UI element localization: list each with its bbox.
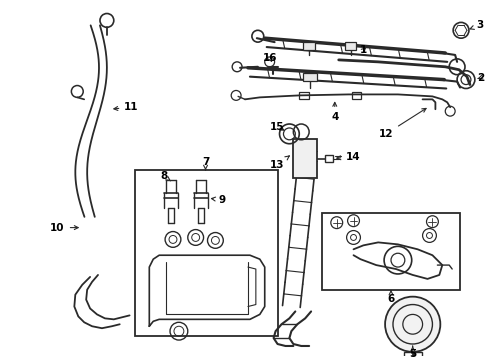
Bar xyxy=(135,170,277,336)
Text: 3: 3 xyxy=(470,21,484,30)
Bar xyxy=(294,139,317,178)
Circle shape xyxy=(385,297,441,352)
Bar xyxy=(325,154,333,162)
Text: 13: 13 xyxy=(270,156,289,170)
Text: 1: 1 xyxy=(360,45,367,55)
Text: 7: 7 xyxy=(202,157,209,170)
Text: 5: 5 xyxy=(409,346,416,359)
Bar xyxy=(303,73,317,81)
Text: 10: 10 xyxy=(50,222,78,233)
Text: 8: 8 xyxy=(161,171,171,181)
Text: 9: 9 xyxy=(212,195,226,205)
Text: 6: 6 xyxy=(388,291,394,303)
Text: 12: 12 xyxy=(379,108,426,139)
Text: 14: 14 xyxy=(337,152,361,162)
Bar xyxy=(299,93,309,99)
Bar xyxy=(404,352,421,360)
Bar xyxy=(303,42,315,50)
Text: 11: 11 xyxy=(114,102,139,112)
Bar xyxy=(351,93,362,99)
Text: 4: 4 xyxy=(331,102,339,122)
Bar xyxy=(322,213,460,290)
Text: 2: 2 xyxy=(477,73,485,83)
Text: 15: 15 xyxy=(270,122,285,132)
Bar xyxy=(344,42,357,50)
Text: 16: 16 xyxy=(263,53,277,63)
